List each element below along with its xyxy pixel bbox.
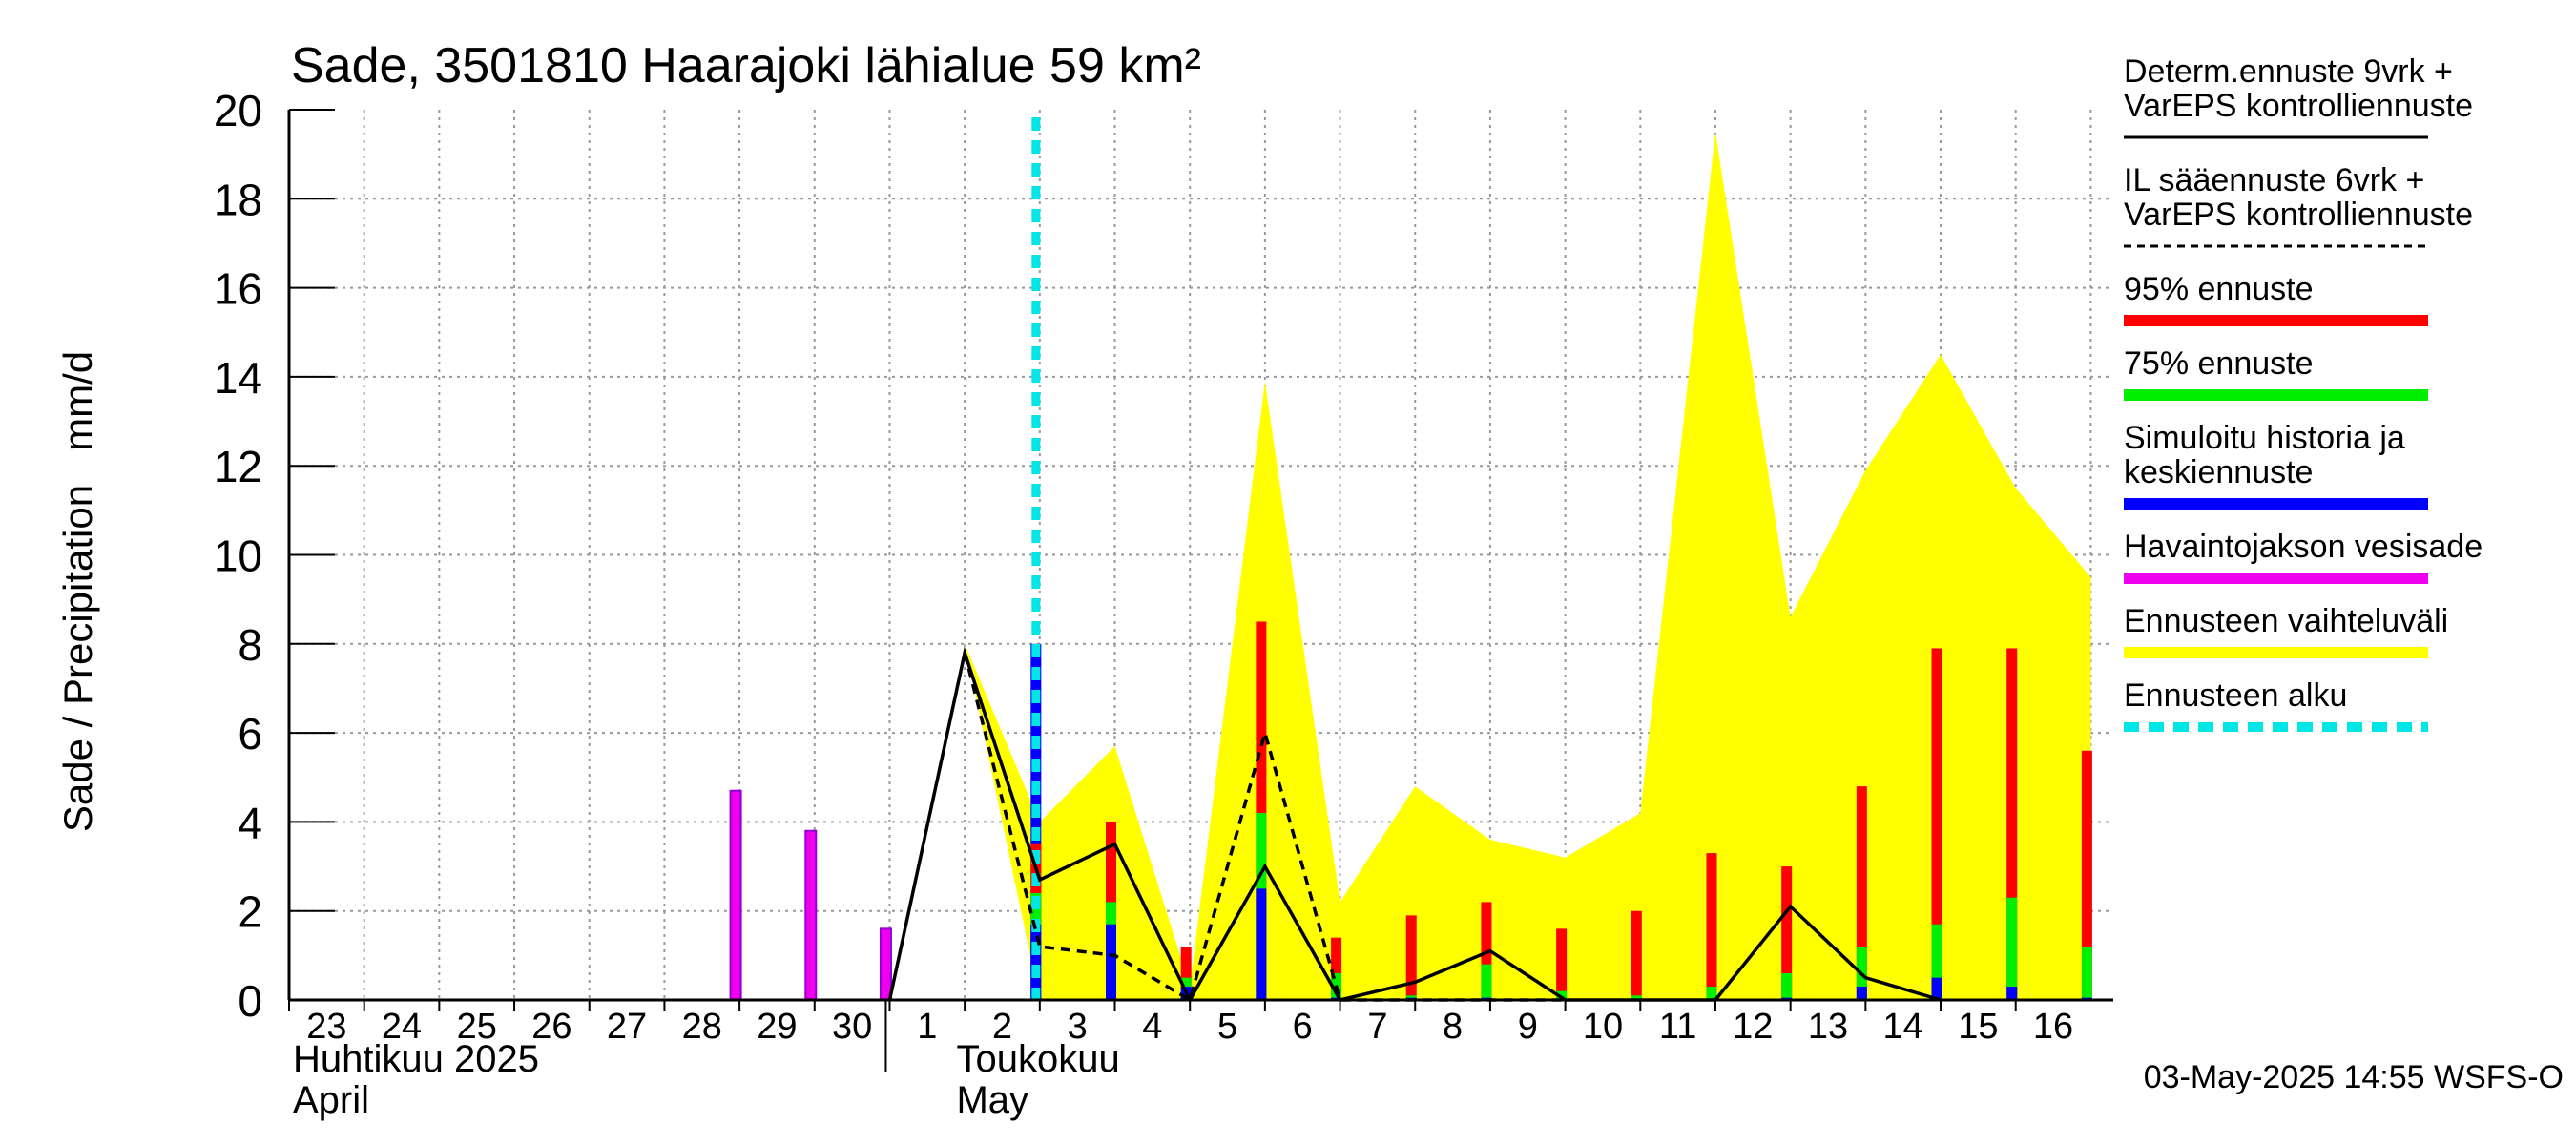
forecast-bar-mean (1030, 924, 1042, 1000)
forecast-bar-mean (1106, 924, 1117, 1000)
legend-label: Ennusteen alku (2124, 677, 2347, 714)
month-label-en: April (293, 1079, 369, 1121)
x-tick-label: 24 (382, 1007, 422, 1047)
x-tick-label: 4 (1142, 1007, 1162, 1047)
legend-label: Havaintojakson vesisade (2124, 529, 2483, 565)
x-tick-label: 15 (1958, 1007, 1998, 1047)
forecast-bar-p95 (1856, 786, 1867, 1000)
forecast-bar-mean (2006, 987, 2018, 1000)
x-tick-label: 2 (992, 1007, 1012, 1047)
x-tick-label: 30 (832, 1007, 872, 1047)
month-label-fi: Huhtikuu 2025 (293, 1038, 539, 1080)
forecast-bar-p95 (2006, 648, 2018, 1000)
forecast-bar-p95 (2081, 750, 2092, 1000)
range-band-area (965, 132, 2091, 1000)
legend: Determ.ennuste 9vrk +VarEPS kontrollienn… (2124, 53, 2483, 732)
forecast-bar-p95 (1331, 937, 1342, 1000)
il-forecast-line (963, 652, 1566, 1003)
observed-bar (879, 927, 892, 1001)
forecast-bar-p75 (2006, 897, 2018, 1000)
x-tick-label: 27 (607, 1007, 647, 1047)
forecast-lines-layer (887, 117, 1942, 1004)
forecast-bar-p95 (1256, 621, 1267, 1000)
legend-label: Simuloitu historia ja (2124, 420, 2405, 456)
forecast-bar-p95 (1556, 928, 1568, 1000)
forecast-bar-p75 (2081, 947, 2092, 1000)
y-tick-label: 10 (214, 531, 262, 581)
x-tick-label: 13 (1808, 1007, 1848, 1047)
legend-label: Determ.ennuste 9vrk + (2124, 53, 2453, 90)
y-axis-label: Sade / Precipitation mm/d (55, 351, 100, 832)
legend-label: Ennusteen vaihteluväli (2124, 603, 2448, 639)
y-tick-label: 6 (238, 709, 262, 759)
y-tick-label: 16 (214, 264, 262, 314)
y-tick-label: 0 (238, 976, 262, 1026)
x-tick-label: 26 (531, 1007, 571, 1047)
forecast-bar-p75 (1631, 995, 1642, 1000)
forecast-bar-mean (1931, 977, 1942, 1000)
y-tick-label: 20 (214, 86, 262, 135)
y-tick-label: 12 (214, 442, 262, 491)
x-tick-label: 6 (1293, 1007, 1313, 1047)
x-tick-label: 11 (1659, 1007, 1696, 1047)
legend-label: IL sääennuste 6vrk + (2124, 162, 2424, 198)
observed-bar (804, 829, 818, 1001)
x-tick-label: 14 (1883, 1007, 1923, 1047)
forecast-bar-p75 (1706, 987, 1717, 1000)
observed-bar (729, 789, 742, 1001)
x-tick-label: 12 (1733, 1007, 1773, 1047)
x-tick-label: 8 (1443, 1007, 1463, 1047)
y-tick-label: 4 (238, 798, 262, 847)
forecast-bar-p95 (1931, 648, 1942, 1000)
legend-label: VarEPS kontrolliennuste (2124, 197, 2473, 233)
y-tick-label: 2 (238, 887, 262, 937)
forecast-bar-p95 (1180, 947, 1192, 1000)
x-tick-label: 10 (1583, 1007, 1623, 1047)
x-tick-label: 3 (1068, 1007, 1088, 1047)
x-tick-label: 16 (2033, 1007, 2073, 1047)
observed-bar (1030, 643, 1042, 1000)
forecast-bar-mean (1856, 987, 1867, 1000)
legend-label: 75% ennuste (2124, 345, 2314, 382)
x-tick-label: 23 (306, 1007, 346, 1047)
x-tick-label: 25 (457, 1007, 497, 1047)
legend-label: 95% ennuste (2124, 271, 2314, 307)
y-tick-label: 14 (214, 353, 262, 403)
forecast-bar-p75 (1781, 973, 1793, 1000)
forecast-bar-p75 (1931, 924, 1942, 1000)
x-tick-label: 5 (1217, 1007, 1237, 1047)
x-tick-label: 28 (682, 1007, 722, 1047)
determ-forecast-line (887, 646, 1942, 1004)
forecast-bar-p95 (1405, 915, 1417, 1000)
x-tick-label: 7 (1367, 1007, 1387, 1047)
forecast-bar-p95 (1781, 866, 1793, 1000)
forecast-bar-mean (1256, 888, 1267, 1000)
y-tick-label: 18 (214, 175, 262, 224)
forecast-bar-p95 (1631, 910, 1642, 1000)
month-label-fi: Toukokuu (956, 1038, 1119, 1080)
forecast-range-band (965, 132, 2091, 1000)
forecast-bar-p75 (1481, 964, 1492, 1000)
month-label-en: May (956, 1079, 1028, 1121)
forecast-bar-p95 (1706, 853, 1717, 1000)
x-tick-label: 9 (1518, 1007, 1538, 1047)
timestamp-footer: 03-May-2025 14:55 WSFS-O (2144, 1059, 2564, 1095)
legend-label: keskiennuste (2124, 454, 2313, 490)
x-tick-label: 1 (917, 1007, 937, 1047)
y-tick-label: 8 (238, 620, 262, 670)
chart-title: Sade, 3501810 Haarajoki lähialue 59 km² (291, 38, 1201, 94)
x-tick-label: 29 (757, 1007, 797, 1047)
legend-label: VarEPS kontrolliennuste (2124, 88, 2473, 124)
bars-layer (729, 621, 2092, 1001)
